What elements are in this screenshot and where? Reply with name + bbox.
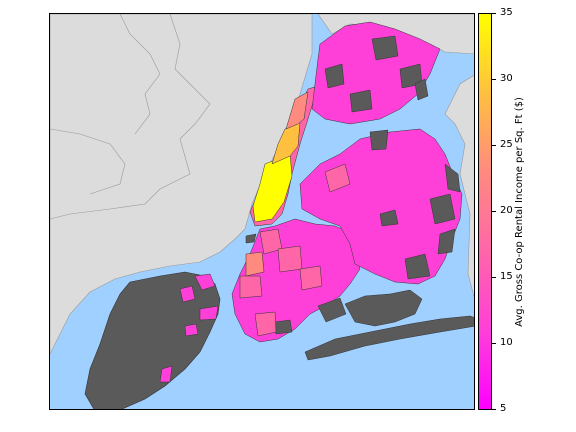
brooklyn-tract-b <box>245 251 265 277</box>
county-line-3 <box>50 128 126 195</box>
colorbar-tick <box>492 145 496 146</box>
staten-island-tract-b <box>179 285 196 303</box>
colorbar-tick <box>492 79 496 80</box>
county-line <box>50 14 211 220</box>
bronx-tract-d <box>349 89 373 113</box>
staten-island-tract-e <box>184 323 199 337</box>
colorbar-tick-label: 25 <box>500 139 513 150</box>
colorbar-tick-label: 10 <box>500 337 513 348</box>
brooklyn-tract-c <box>277 245 303 273</box>
colorbar-label: Avg. Gross Co-op Rental Income per Sq. F… <box>514 97 525 327</box>
county-line-2 <box>119 14 161 135</box>
colorbar-tick <box>492 409 496 410</box>
staten-island <box>84 271 221 409</box>
colorbar-tick <box>492 343 496 344</box>
colorbar-tick-label: 30 <box>500 73 513 84</box>
queens-tract-d <box>404 253 431 280</box>
mainland-long-island <box>444 74 474 298</box>
colorbar-tick-label: 5 <box>500 403 507 414</box>
colorbar-tick <box>492 13 496 14</box>
bronx-tract-e <box>414 78 429 101</box>
staten-island-tract-d <box>159 365 173 383</box>
staten-island-tract-c <box>199 305 219 321</box>
queens-tract-a <box>429 193 456 225</box>
small-island <box>245 233 257 244</box>
bronx-tract-c <box>324 63 345 89</box>
brooklyn-tract-f <box>317 297 347 323</box>
brooklyn-tract-h <box>254 311 277 337</box>
mainland-nj <box>50 14 313 355</box>
queens-tract-f <box>324 163 351 193</box>
brooklyn-tract-d <box>299 265 323 291</box>
queens-tract-e <box>444 163 461 193</box>
map-panel <box>49 13 475 410</box>
bronx-tract-a <box>371 35 399 61</box>
rockaway-peninsula <box>304 315 474 361</box>
colorbar-tick-label: 35 <box>500 7 513 18</box>
colorbar-tick-label: 20 <box>500 205 513 216</box>
manhattan-tract-harlem <box>285 91 309 130</box>
brooklyn-tract-g <box>274 319 293 335</box>
manhattan-tract-midtown <box>252 153 293 223</box>
colorbar-tick <box>492 211 496 212</box>
queens-tract-b <box>437 228 456 255</box>
queens-tract-g <box>379 209 399 227</box>
bronx <box>311 21 441 125</box>
colorbar-tick-label: 15 <box>500 271 513 282</box>
jamaica-bay-marsh <box>344 289 423 327</box>
nyc-choropleth-map <box>50 14 474 409</box>
colorbar <box>478 13 492 410</box>
brooklyn-tract-e <box>239 275 263 299</box>
colorbar-tick <box>492 277 496 278</box>
staten-island-tract-a <box>194 273 216 291</box>
queens-tract-c <box>369 129 389 151</box>
